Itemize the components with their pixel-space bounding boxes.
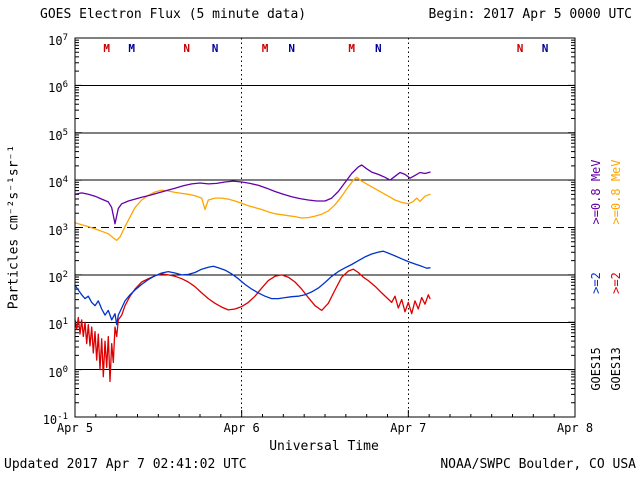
goes13-energy-0.8-label: >=0.8 MeV (609, 159, 623, 225)
page-title: GOES Electron Flux (5 minute data) (40, 7, 307, 22)
event-marker-N: N (517, 42, 524, 55)
begin-timestamp: Begin: 2017 Apr 5 0000 UTC (428, 7, 633, 22)
event-marker-N: N (375, 42, 382, 55)
x-tick-label-2: Apr 7 (390, 421, 427, 435)
event-marker-M: M (128, 42, 135, 55)
y-tick-label-1e2: 102 (48, 269, 68, 285)
y-tick-label-1e4: 104 (48, 175, 68, 191)
series-goes13-e2 (74, 268, 431, 383)
event-marker-N: N (288, 42, 295, 55)
series-goes15-e2 (74, 250, 431, 326)
updated-timestamp: Updated 2017 Apr 7 02:41:02 UTC (4, 457, 247, 472)
series-goes13-e0.8 (74, 176, 431, 241)
y-tick-label-1e6: 106 (48, 80, 68, 96)
y-axis-label: Particles cm⁻²s⁻¹sr⁻¹ (6, 144, 22, 310)
event-marker-N: N (212, 42, 219, 55)
x-tick-label-3: Apr 8 (556, 421, 594, 435)
y-tick-label-1e-1: 10-1 (42, 412, 68, 427)
goes15-satellite-label: GOES15 (589, 347, 603, 391)
x-axis-label: Universal Time (269, 439, 379, 454)
y-tick-label-1e7: 107 (48, 33, 68, 48)
y-tick-label-1e5: 105 (48, 127, 68, 143)
credit-text: NOAA/SWPC Boulder, CO USA (440, 457, 636, 472)
goes13-energy-2-label: >=2 (609, 272, 623, 294)
goes15-energy-2-label: >=2 (589, 272, 603, 294)
event-marker-M: M (262, 42, 269, 55)
y-tick-label-1e3: 103 (48, 222, 68, 238)
goes15-energy-0.8-label: >=0.8 MeV (589, 159, 603, 225)
goes13-satellite-label: GOES13 (609, 347, 623, 391)
x-tick-label-1: Apr 6 (223, 421, 260, 435)
event-marker-N: N (183, 42, 190, 55)
event-marker-N: N (542, 42, 549, 55)
x-tick-label-0: Apr 5 (56, 421, 94, 435)
series-goes15-e0.8 (74, 164, 431, 225)
y-tick-label-1e1: 101 (48, 317, 68, 333)
plot-frame (74, 37, 576, 418)
event-marker-M: M (103, 42, 110, 55)
y-tick-label-1e0: 100 (48, 364, 68, 380)
event-marker-M: M (348, 42, 355, 55)
